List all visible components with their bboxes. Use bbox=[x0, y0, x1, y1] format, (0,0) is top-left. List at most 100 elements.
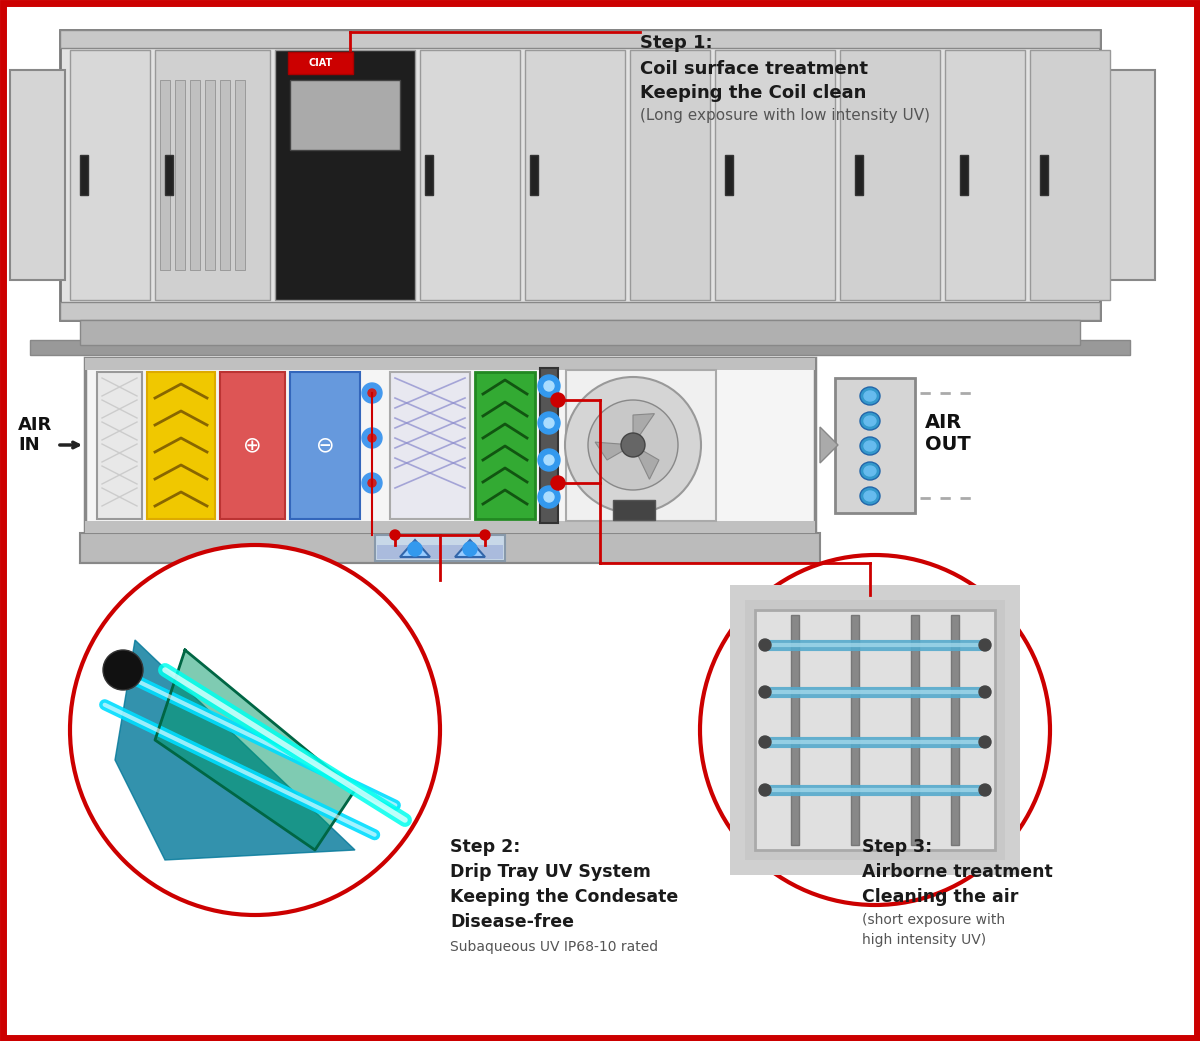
Text: Step 3:: Step 3: bbox=[862, 838, 932, 856]
Circle shape bbox=[544, 492, 554, 502]
FancyBboxPatch shape bbox=[791, 615, 799, 845]
FancyBboxPatch shape bbox=[840, 50, 940, 300]
FancyBboxPatch shape bbox=[715, 50, 835, 300]
FancyBboxPatch shape bbox=[288, 52, 353, 74]
Polygon shape bbox=[595, 442, 634, 460]
Polygon shape bbox=[455, 540, 485, 557]
FancyBboxPatch shape bbox=[80, 155, 88, 195]
Circle shape bbox=[538, 486, 560, 508]
Polygon shape bbox=[634, 413, 654, 445]
FancyBboxPatch shape bbox=[85, 520, 815, 533]
FancyBboxPatch shape bbox=[220, 372, 286, 519]
FancyBboxPatch shape bbox=[475, 372, 535, 519]
FancyBboxPatch shape bbox=[290, 80, 400, 150]
Circle shape bbox=[760, 736, 772, 748]
Ellipse shape bbox=[864, 466, 876, 476]
Text: Coil surface treatment: Coil surface treatment bbox=[640, 60, 868, 78]
FancyBboxPatch shape bbox=[70, 50, 150, 300]
Ellipse shape bbox=[864, 491, 876, 501]
Circle shape bbox=[480, 530, 490, 540]
Circle shape bbox=[565, 377, 701, 513]
Ellipse shape bbox=[860, 487, 880, 505]
Circle shape bbox=[362, 383, 382, 403]
Circle shape bbox=[408, 542, 422, 556]
FancyBboxPatch shape bbox=[148, 372, 215, 519]
FancyBboxPatch shape bbox=[1100, 70, 1154, 280]
FancyBboxPatch shape bbox=[155, 50, 270, 300]
FancyBboxPatch shape bbox=[1030, 50, 1110, 300]
Ellipse shape bbox=[860, 387, 880, 405]
Text: (Long exposure with low intensity UV): (Long exposure with low intensity UV) bbox=[640, 108, 930, 123]
Circle shape bbox=[551, 393, 565, 407]
Text: Airborne treatment: Airborne treatment bbox=[862, 863, 1052, 881]
FancyBboxPatch shape bbox=[30, 340, 1130, 355]
Text: ⊖: ⊖ bbox=[316, 435, 335, 455]
Text: AIR
OUT: AIR OUT bbox=[925, 412, 971, 454]
Circle shape bbox=[544, 381, 554, 391]
Circle shape bbox=[368, 434, 376, 442]
FancyBboxPatch shape bbox=[275, 50, 415, 300]
Ellipse shape bbox=[860, 462, 880, 480]
Circle shape bbox=[544, 418, 554, 428]
Circle shape bbox=[103, 650, 143, 690]
FancyBboxPatch shape bbox=[540, 369, 558, 523]
Circle shape bbox=[544, 455, 554, 465]
Circle shape bbox=[979, 639, 991, 651]
FancyBboxPatch shape bbox=[851, 615, 859, 845]
FancyBboxPatch shape bbox=[60, 30, 1100, 48]
Text: (short exposure with: (short exposure with bbox=[862, 913, 1006, 926]
FancyBboxPatch shape bbox=[85, 358, 815, 533]
Circle shape bbox=[538, 449, 560, 471]
FancyBboxPatch shape bbox=[290, 372, 360, 519]
FancyBboxPatch shape bbox=[425, 155, 433, 195]
FancyBboxPatch shape bbox=[166, 155, 173, 195]
FancyBboxPatch shape bbox=[235, 80, 245, 270]
FancyBboxPatch shape bbox=[80, 320, 1080, 345]
Ellipse shape bbox=[864, 441, 876, 451]
Text: Step 2:: Step 2: bbox=[450, 838, 521, 856]
Circle shape bbox=[979, 784, 991, 796]
Circle shape bbox=[760, 639, 772, 651]
Circle shape bbox=[538, 412, 560, 434]
FancyBboxPatch shape bbox=[390, 372, 470, 519]
Ellipse shape bbox=[864, 391, 876, 401]
Circle shape bbox=[979, 686, 991, 699]
FancyBboxPatch shape bbox=[1040, 155, 1048, 195]
Text: Drip Tray UV System: Drip Tray UV System bbox=[450, 863, 650, 881]
FancyBboxPatch shape bbox=[80, 533, 820, 563]
FancyBboxPatch shape bbox=[755, 610, 995, 850]
Circle shape bbox=[622, 433, 646, 457]
Polygon shape bbox=[400, 540, 430, 557]
Text: Keeping the Condesate: Keeping the Condesate bbox=[450, 888, 678, 906]
Text: Step 1:: Step 1: bbox=[640, 34, 713, 52]
Circle shape bbox=[390, 530, 400, 540]
Circle shape bbox=[700, 555, 1050, 905]
Circle shape bbox=[538, 375, 560, 397]
Polygon shape bbox=[115, 640, 355, 860]
Circle shape bbox=[70, 545, 440, 915]
FancyBboxPatch shape bbox=[97, 372, 142, 519]
Text: ⊕: ⊕ bbox=[242, 435, 262, 455]
FancyBboxPatch shape bbox=[10, 70, 65, 280]
FancyBboxPatch shape bbox=[725, 155, 733, 195]
Ellipse shape bbox=[864, 416, 876, 426]
FancyBboxPatch shape bbox=[60, 302, 1100, 320]
Ellipse shape bbox=[860, 437, 880, 455]
Ellipse shape bbox=[860, 412, 880, 430]
FancyBboxPatch shape bbox=[420, 50, 520, 300]
Circle shape bbox=[362, 428, 382, 448]
FancyBboxPatch shape bbox=[960, 155, 968, 195]
FancyBboxPatch shape bbox=[85, 358, 815, 370]
FancyBboxPatch shape bbox=[613, 500, 655, 520]
Polygon shape bbox=[155, 650, 355, 850]
Text: Keeping the Coil clean: Keeping the Coil clean bbox=[640, 84, 866, 102]
Circle shape bbox=[463, 542, 478, 556]
FancyBboxPatch shape bbox=[530, 155, 538, 195]
FancyBboxPatch shape bbox=[160, 80, 170, 270]
Circle shape bbox=[368, 389, 376, 397]
FancyBboxPatch shape bbox=[854, 155, 863, 195]
Circle shape bbox=[362, 473, 382, 493]
FancyBboxPatch shape bbox=[60, 30, 1100, 320]
Circle shape bbox=[760, 686, 772, 699]
FancyBboxPatch shape bbox=[730, 585, 1020, 875]
